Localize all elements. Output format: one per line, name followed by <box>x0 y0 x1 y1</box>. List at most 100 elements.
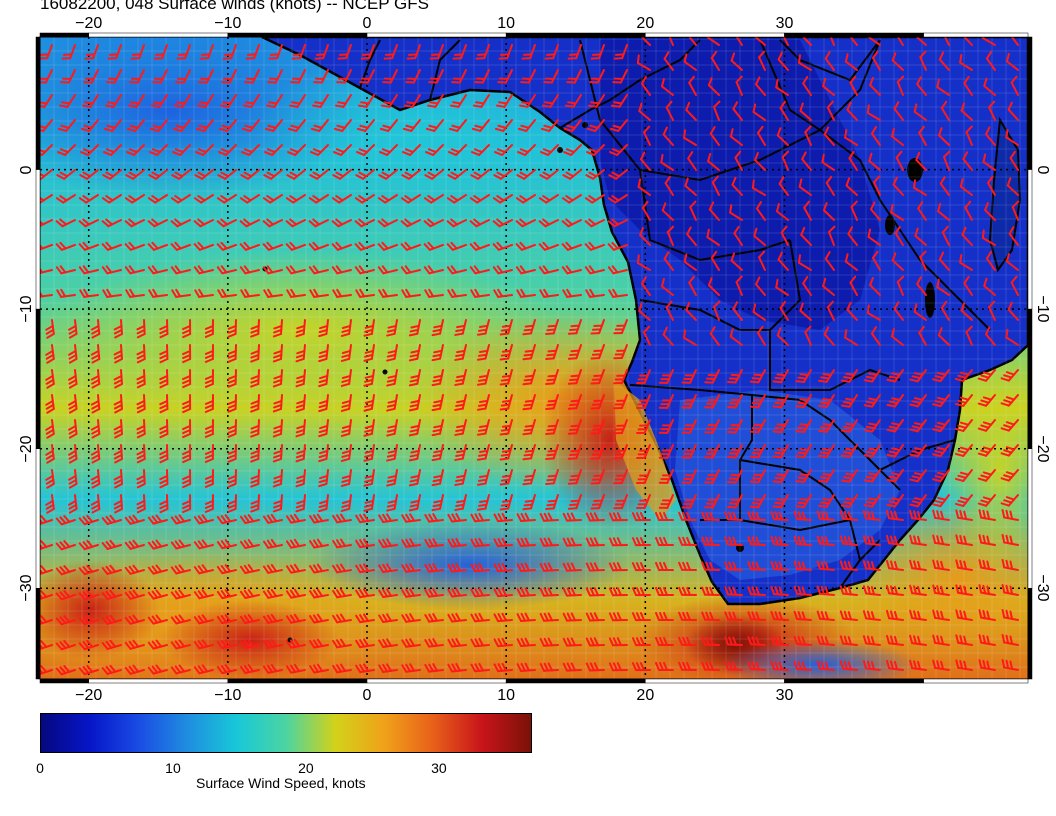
wind-barb <box>631 662 651 672</box>
colorbar-tick-label: 10 <box>165 760 181 776</box>
wind-barb <box>291 44 306 60</box>
wind-barb <box>607 241 628 251</box>
wind-barb <box>640 151 651 171</box>
wind-barb <box>752 103 766 121</box>
wind-barb <box>262 563 283 574</box>
wind-barb <box>520 69 536 84</box>
wind-barb <box>918 125 927 146</box>
wind-barb <box>172 144 191 156</box>
wind-barb <box>454 469 467 486</box>
wind-barb <box>239 664 260 674</box>
wind-barb <box>772 369 789 384</box>
wind-barb <box>219 94 237 108</box>
wind-barb <box>334 94 352 108</box>
wind-barb <box>55 515 76 526</box>
wind-barb <box>727 444 743 459</box>
wind-barb <box>885 609 904 621</box>
wind-barb <box>710 50 720 71</box>
wind-barb <box>960 302 973 321</box>
wind-barb <box>681 444 697 459</box>
wind-barb <box>747 536 766 546</box>
wind-barb <box>124 218 145 228</box>
wind-barb <box>429 44 444 60</box>
wind-barb <box>727 394 743 409</box>
wind-barb <box>113 494 123 514</box>
wind-barb <box>239 564 260 574</box>
wind-barb <box>850 200 858 221</box>
wind-barb <box>631 512 651 522</box>
wind-barb <box>584 241 605 251</box>
wind-barb <box>955 534 973 546</box>
wind-barb <box>378 288 398 298</box>
wind-barb <box>658 419 674 434</box>
wind-barb <box>423 218 444 228</box>
wind-barb <box>712 300 721 321</box>
wind-barb <box>909 559 927 571</box>
wind-barb <box>585 612 605 622</box>
wind-barb <box>940 300 950 321</box>
wind-barb <box>977 469 996 482</box>
wind-barb <box>936 278 950 296</box>
wind-barb <box>567 494 582 510</box>
wind-barb <box>493 169 513 180</box>
wind-barb <box>340 319 352 337</box>
wind-barb <box>356 144 375 156</box>
wind-barb <box>775 203 789 221</box>
wind-barb <box>562 637 582 647</box>
wind-barb <box>378 513 398 523</box>
wind-barb <box>1005 53 1019 71</box>
wind-barb <box>734 150 743 171</box>
wind-barb <box>539 288 559 298</box>
wind-barb <box>585 637 605 647</box>
wind-barb <box>265 94 283 108</box>
wind-barb <box>431 444 444 462</box>
wind-barb <box>446 265 467 275</box>
wind-barb <box>499 419 513 436</box>
wind-barb <box>469 218 490 228</box>
wind-barb <box>822 77 835 96</box>
wind-barb <box>447 562 467 573</box>
wind-barb <box>522 419 536 436</box>
wind-barb <box>68 319 78 339</box>
wind-barb <box>613 419 628 435</box>
wind-barb <box>45 494 55 514</box>
wind-barb <box>285 663 306 674</box>
wind-barb <box>539 587 559 597</box>
wind-barb <box>469 265 490 275</box>
wind-barb <box>101 514 122 525</box>
wind-barb <box>518 94 536 108</box>
wind-barb <box>402 119 421 132</box>
wind-barb <box>607 194 628 204</box>
wind-barb <box>318 444 329 463</box>
wind-barb <box>955 509 973 521</box>
wind-barb <box>724 586 743 596</box>
wind-barb <box>522 444 536 461</box>
wind-barb <box>287 119 306 132</box>
wind-barb <box>749 494 766 509</box>
wind-barb <box>136 494 146 514</box>
lon-tick-label: 20 <box>636 15 655 32</box>
wind-barb <box>78 241 99 251</box>
wind-barb <box>684 177 697 196</box>
wind-barb <box>386 469 398 487</box>
wind-barb <box>733 37 743 46</box>
wind-barb <box>775 78 789 96</box>
wind-barb <box>332 513 352 524</box>
wind-barb <box>607 218 628 228</box>
wind-barb <box>57 144 76 156</box>
wind-barb <box>709 326 720 346</box>
wind-barb <box>954 369 973 382</box>
wind-barb <box>194 169 214 180</box>
wind-barb <box>941 37 950 46</box>
wind-barb <box>872 250 881 271</box>
wind-barb <box>159 419 169 439</box>
wind-barb <box>113 419 123 439</box>
wind-barb <box>776 127 789 146</box>
wind-barb <box>454 394 467 411</box>
wind-barb <box>818 394 835 408</box>
wind-barb <box>492 194 513 204</box>
wind-barb <box>386 394 398 412</box>
wind-barb <box>840 469 858 483</box>
wind-barb <box>608 587 628 597</box>
wind-barb <box>55 565 76 576</box>
